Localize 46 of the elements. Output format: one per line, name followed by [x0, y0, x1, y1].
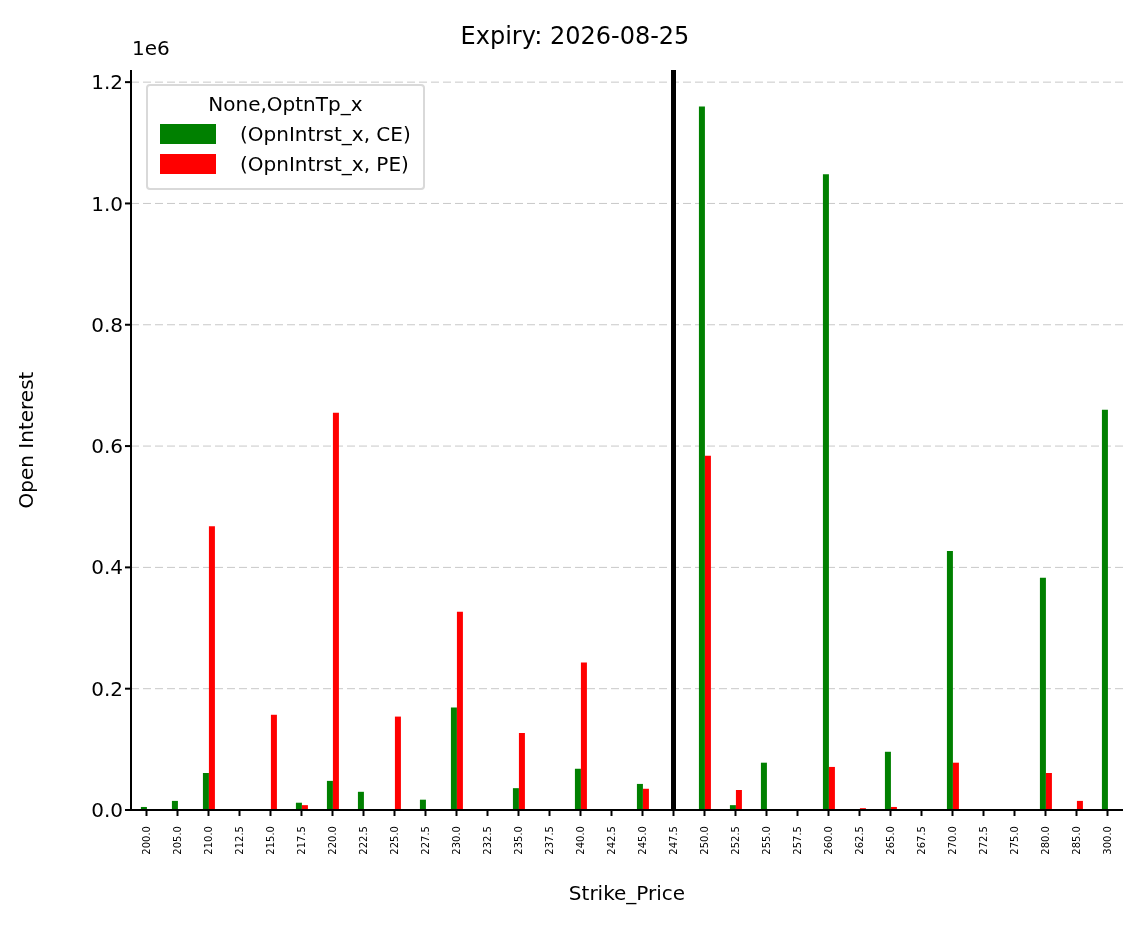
y-tick-label: 0.8 — [91, 312, 123, 337]
x-tick-label: 255.0 — [761, 826, 772, 855]
x-tick-label: 227.5 — [420, 826, 431, 855]
legend-label: (OpnIntrst_x, CE) — [240, 122, 411, 146]
x-tick-label: 262.5 — [854, 826, 865, 855]
x-tick-label: 215.0 — [265, 826, 276, 855]
y-tick-label: 0.0 — [91, 798, 123, 823]
x-axis-title: Strike_Price — [568, 881, 686, 905]
x-tick-label: 300.0 — [1102, 826, 1113, 855]
x-tick-label: 285.0 — [1071, 826, 1082, 855]
x-tick-label: 240.0 — [575, 826, 586, 855]
x-tick-label: 257.5 — [792, 826, 803, 855]
x-tick-label: 250.0 — [699, 826, 710, 855]
x-tick-label: 235.0 — [513, 826, 524, 855]
y-tick-label: 1.2 — [91, 70, 123, 95]
x-tick-label: 260.0 — [823, 826, 834, 855]
x-tick-label: 247.5 — [668, 826, 679, 855]
y-axis-title: Open Interest — [14, 371, 39, 509]
x-tick-label: 205.0 — [172, 826, 183, 855]
y-tick-label: 0.4 — [91, 555, 123, 580]
x-tick-label: 265.0 — [885, 826, 896, 855]
chart-title: Expiry: 2026-08-25 — [460, 22, 690, 50]
x-tick-label: 217.5 — [296, 826, 307, 855]
x-tick-label: 222.5 — [358, 826, 369, 855]
x-tick-label: 210.0 — [203, 826, 214, 855]
x-tick-label: 270.0 — [947, 826, 958, 855]
x-tick-label: 245.0 — [637, 826, 648, 855]
x-tick-label: 232.5 — [482, 826, 493, 855]
x-tick-label: 275.0 — [1009, 826, 1020, 855]
x-tick-label: 267.5 — [916, 826, 927, 855]
x-tick-label: 225.0 — [389, 826, 400, 855]
x-tick-label: 237.5 — [544, 826, 555, 855]
x-tick-label: 220.0 — [327, 826, 338, 855]
y-tick-label: 0.6 — [91, 434, 123, 459]
y-tick-label: 0.2 — [91, 676, 123, 701]
x-tick-label: 200.0 — [141, 826, 152, 855]
text: 1e6 — [132, 36, 170, 60]
y-tick-label: 1.0 — [91, 191, 123, 216]
x-tick-label: 280.0 — [1040, 826, 1051, 855]
x-tick-label: 242.5 — [606, 826, 617, 855]
x-tick-label: 272.5 — [978, 826, 989, 855]
x-tick-label: 230.0 — [451, 826, 462, 855]
x-tick-label: 212.5 — [234, 826, 245, 855]
x-tick-label: 252.5 — [730, 826, 741, 855]
legend-title: None,OptnTp_x — [207, 92, 364, 116]
legend-label: (OpnIntrst_x, PE) — [240, 152, 409, 176]
